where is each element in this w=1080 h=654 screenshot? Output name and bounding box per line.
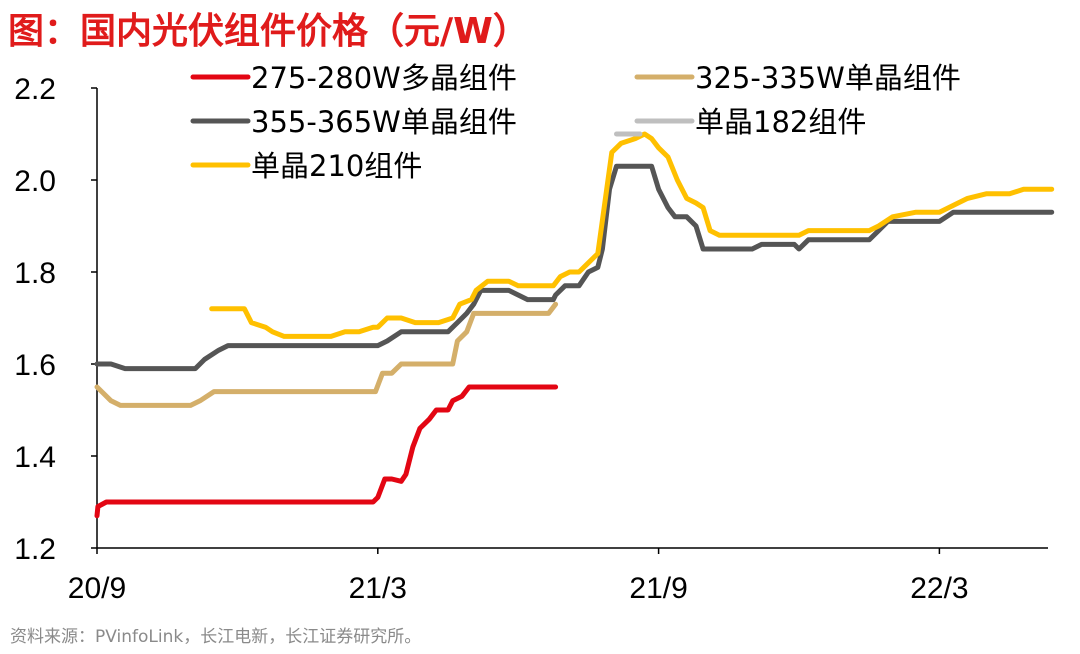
x-tick-label: 21/3 <box>349 572 407 605</box>
series-line-2 <box>94 163 1055 372</box>
legend-label-4: 单晶210组件 <box>251 149 422 183</box>
chart-legend: 275-280W多晶组件 325-335W单晶组件 355-365W单晶组件 单晶18… <box>190 61 961 183</box>
series-line-1 <box>94 301 559 408</box>
figure-title: 图：国内光伏组件价格（元/W） <box>8 11 529 52</box>
y-tick-label: 2.0 <box>14 165 56 198</box>
series-line-4 <box>209 131 1055 339</box>
x-tick-label: 20/9 <box>68 572 126 605</box>
y-tick-label: 1.8 <box>14 257 56 290</box>
x-tick-label: 22/3 <box>910 572 968 605</box>
legend-label-1: 325-335W单晶组件 <box>695 61 961 95</box>
source-note: 资料来源：PVinfoLink，长江电新，长江证券研究所。 <box>10 627 422 647</box>
chart-axes: 1.21.41.61.82.02.220/921/321/922/322/9 <box>14 73 1048 605</box>
y-tick-label: 1.4 <box>14 441 56 474</box>
legend-label-0: 275-280W多晶组件 <box>251 61 517 95</box>
x-tick-label: 21/9 <box>629 572 687 605</box>
legend-label-2: 355-365W单晶组件 <box>251 105 517 139</box>
series-line-0 <box>94 384 559 519</box>
y-tick-label: 1.6 <box>14 349 56 382</box>
y-tick-label: 2.2 <box>14 73 56 106</box>
y-tick-label: 1.2 <box>14 533 56 566</box>
series-layer <box>94 131 1055 519</box>
legend-label-3: 单晶182组件 <box>695 105 866 139</box>
